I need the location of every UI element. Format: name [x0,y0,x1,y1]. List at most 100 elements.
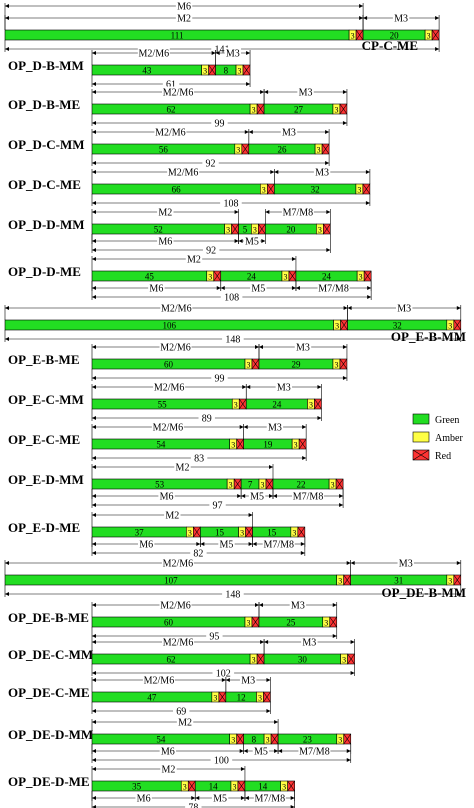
top-dimension: M2 [91,253,297,271]
red-cross-mark [335,478,344,490]
label-backdrop [157,235,174,246]
label-backdrop [211,117,228,128]
dimension-label: M3 [282,128,296,139]
arrow-head [92,503,96,507]
green-duration: 14 [258,782,268,792]
arrow-head [5,561,9,565]
arrow-head [291,257,296,261]
amber-duration: 3 [238,67,242,76]
label-backdrop [220,291,243,302]
label-backdrop [239,674,257,685]
arrow-head [346,561,351,565]
arrow-head [295,286,300,290]
diagram-op-d-c-mm: OP_D-C-MM 56 3 26 3 M2/M6 M3 92 [8,126,330,170]
diagram-op-de-c-me: OP_DE-C-ME 47 3 12 3 M2/M6 M3 69 [8,674,271,718]
bottom-dimension: M5 [243,744,279,758]
arrow-head [260,640,265,644]
arrow-head [264,640,269,644]
arrow-head [196,542,201,546]
diagram-op-de-c-mm: OP_DE-C-MM 62 3 30 3 M2/M6 M3 102 [8,636,355,680]
label-backdrop [212,667,235,678]
label-backdrop [176,716,194,727]
dimension-label: M7/M8 [318,284,349,295]
top-dimension: M3 [263,636,355,654]
label-backdrop [222,333,244,344]
amber-duration: 3 [359,273,363,282]
label-backdrop [211,43,233,54]
label-backdrop [266,421,284,432]
dimension-label: M2/M6 [163,559,194,570]
top-dimension: M2/M6 [4,557,352,575]
red-cross-mark [412,449,430,461]
arrow-head [278,749,283,753]
red-cross-mark [314,398,322,410]
dimension-label: M2 [165,511,179,522]
green-duration: 14 [209,782,219,792]
label-backdrop [281,206,314,217]
label-backdrop [137,538,155,549]
arrow-head [342,90,347,94]
red-cross-mark [188,780,196,792]
diagram-title: OP_D-B-MM [8,58,84,73]
arrow-head [342,345,347,349]
arrow-head [5,47,9,51]
dimension-label: M6 [137,794,151,805]
label-backdrop [137,47,170,58]
arrow-head [326,248,331,252]
dimension-label: 141 [215,45,230,56]
amber-duration: 3 [317,146,321,155]
diagram-title: OP_E-C-ME [8,432,80,447]
arrow-head [252,542,257,546]
label-backdrop [173,705,190,716]
dimension-label: M2 [178,718,192,729]
diagram-title: OP_D-B-ME [8,97,80,112]
arrow-head [92,640,96,644]
arrow-head [5,306,9,310]
diagram-title: OP_DE-B-MM [382,585,466,600]
arrow-head [92,465,96,469]
diagram-op-e-c-me: OP_E-C-ME 54 3 19 3 M2/M6 M3 83 [8,421,307,465]
amber-duration: 3 [448,577,452,586]
dimension-label: M3 [277,383,291,394]
green-duration: 25 [286,618,296,628]
arrow-head [350,671,355,675]
top-dimension: M2/M6 [91,421,244,439]
amber-duration: 3 [283,273,287,282]
cycle-total-dimension: 97 [91,489,344,512]
top-dimension: M2 [91,763,246,781]
arrow-head [363,16,368,20]
arrow-head [359,4,364,8]
diagram-title: OP_DE-B-ME [8,610,89,625]
arrow-head [92,385,96,389]
green-duration: 106 [163,321,177,331]
arrow-head [92,170,96,174]
top-dimension: M3 [263,86,348,104]
amber-duration: 3 [357,186,361,195]
dimension-label: M3 [397,304,411,315]
label-backdrop [185,253,203,264]
cycle-total-dimension: 92 [91,154,330,170]
arrow-head [359,16,364,20]
label-backdrop [317,282,350,293]
diagram-title: OP_E-D-MM [8,472,84,487]
dimension-label: M7/M8 [283,208,314,219]
label-backdrop [224,47,242,58]
arrow-head [274,720,279,724]
red-cross-mark [355,29,364,41]
red-cross-mark [233,478,242,490]
dimension-label: M6 [149,284,163,295]
diagram-op-d-d-me: OP_D-D-ME 45 3 24 3 24 3 M2 M6 M5 M7/M8 108 [8,253,372,304]
red-cross-mark [287,780,295,792]
dimension-label: M2/M6 [160,601,191,612]
arrow-head [243,749,248,753]
red-cross-mark [231,223,239,235]
label-backdrop [190,547,207,558]
dimension-label: M5 [250,492,264,503]
green-duration: 32 [393,321,402,331]
arrow-head [350,561,355,565]
legend-swatch [412,431,430,443]
arrow-head [216,286,221,290]
arrow-head [5,592,9,596]
cycle-total-dimension: 83 [91,449,307,465]
arrow-head [274,170,279,174]
